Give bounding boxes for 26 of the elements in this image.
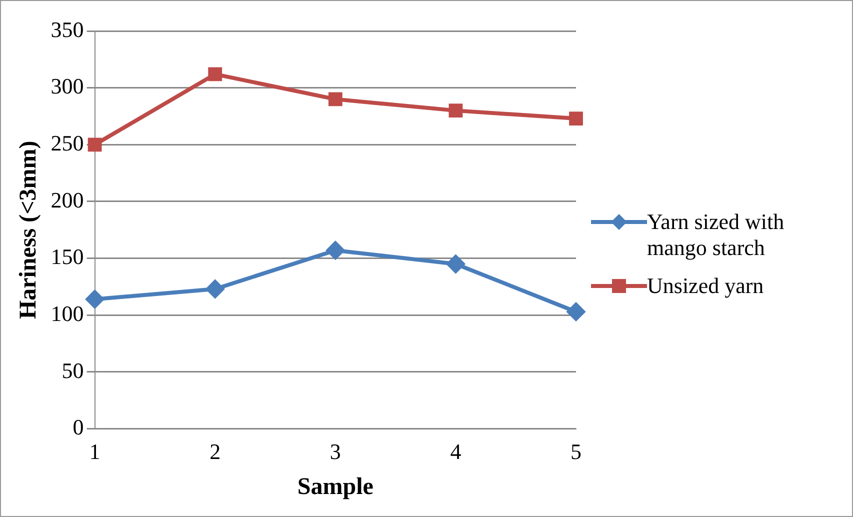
x-tick-label: 4 <box>450 438 462 464</box>
point <box>326 241 344 260</box>
point <box>328 92 342 106</box>
y-tick-label: 50 <box>62 358 84 383</box>
point <box>567 302 585 321</box>
y-tick-label: 150 <box>50 244 84 270</box>
x-tick-label: 1 <box>89 438 100 464</box>
y-tick-label: 350 <box>50 16 84 42</box>
point <box>446 254 465 273</box>
y-axis-title: Hariness (<3mm) <box>16 140 42 320</box>
point <box>206 280 224 298</box>
x-axis-title: Sample <box>297 474 374 500</box>
y-tick-label: 300 <box>50 74 84 99</box>
point <box>86 290 104 308</box>
legend-label: Unsized yarn <box>647 272 764 298</box>
x-tick-label: 3 <box>330 438 341 464</box>
x-tick-label: 2 <box>210 438 221 464</box>
x-tick-label: 5 <box>570 438 582 464</box>
y-tick-label: 250 <box>50 130 84 156</box>
point <box>208 67 222 82</box>
point <box>448 104 463 118</box>
y-tick-label: 100 <box>50 300 84 326</box>
legend-label: Yarn sized with mango starch <box>647 208 786 260</box>
y-tick-label: 0 <box>72 414 84 440</box>
point <box>569 112 583 126</box>
y-tick-label: 200 <box>50 187 84 212</box>
